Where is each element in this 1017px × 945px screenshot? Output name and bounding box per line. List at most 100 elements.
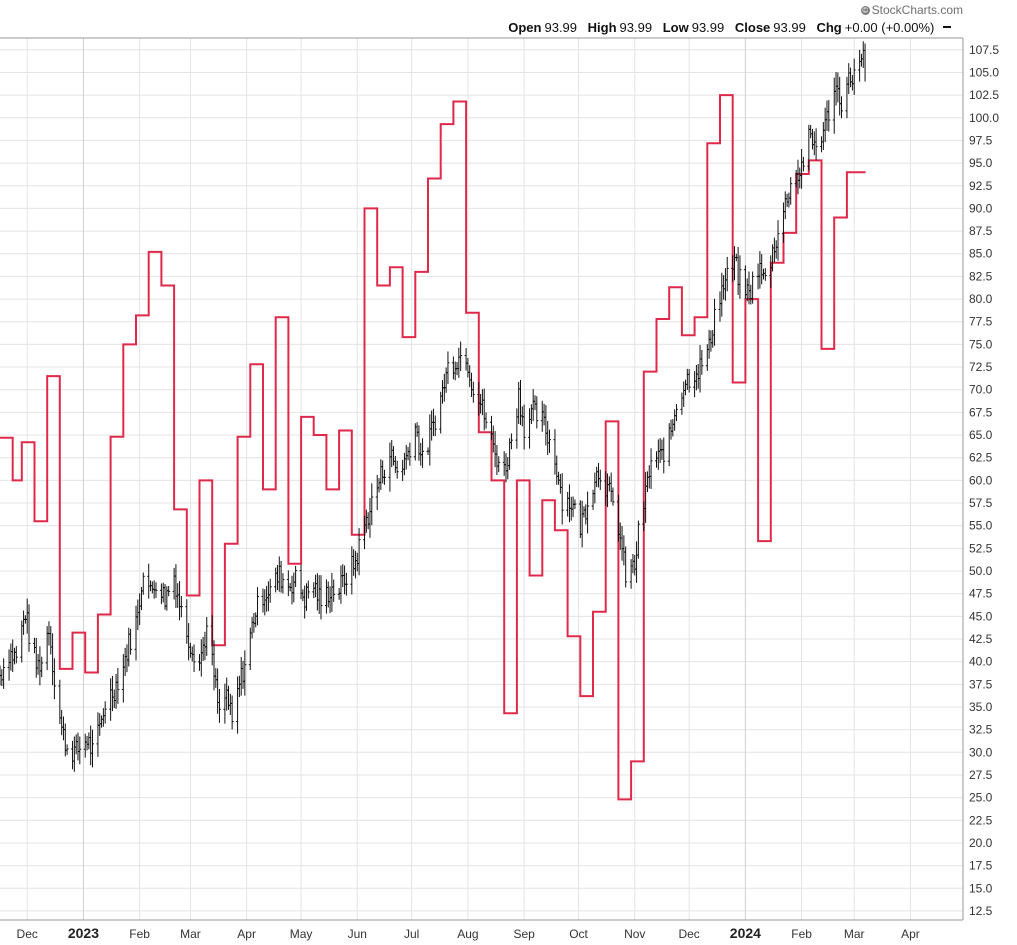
price-bar: [820, 136, 824, 153]
price-bar: [468, 365, 472, 388]
price-bar: [694, 364, 698, 391]
price-bar: [680, 392, 684, 415]
price-bar: [607, 476, 611, 492]
price-bar: [838, 76, 842, 116]
price-bar: [596, 462, 600, 488]
price-bar: [658, 438, 662, 464]
price-bar: [834, 72, 838, 106]
y-tick-label: 15.0: [969, 881, 993, 895]
price-bar: [357, 528, 361, 576]
price-bar: [531, 389, 535, 422]
low-label: Low: [662, 20, 689, 35]
price-bar: [546, 420, 550, 456]
price-bar: [723, 268, 727, 301]
y-tick-label: 42.5: [969, 632, 993, 646]
price-bar: [167, 585, 171, 597]
price-bar: [687, 369, 691, 393]
price-bar: [188, 642, 192, 658]
price-bar: [85, 735, 89, 751]
y-tick-label: 92.5: [969, 179, 993, 193]
y-tick-label: 40.0: [969, 655, 993, 669]
price-bar: [116, 667, 120, 704]
price-bar: [789, 177, 793, 205]
close-value: 93.99: [773, 20, 806, 35]
y-tick-label: 60.0: [969, 473, 993, 487]
price-bar: [713, 298, 717, 346]
price-bar: [315, 573, 319, 611]
price-bar: [529, 404, 533, 425]
price-bar: [528, 408, 532, 449]
price-bar: [655, 451, 659, 468]
price-bar: [27, 604, 31, 652]
y-tick-label: 105.0: [969, 65, 999, 79]
price-bar: [201, 636, 205, 661]
price-bar: [430, 410, 434, 441]
price-bar: [192, 644, 196, 673]
y-tick-label: 77.5: [969, 315, 993, 329]
x-tick-label: Dec: [17, 927, 38, 941]
price-bar: [451, 356, 455, 380]
price-bar: [480, 389, 484, 416]
price-bar: [738, 255, 742, 299]
price-bar: [859, 53, 863, 67]
price-bar: [566, 491, 570, 517]
price-bar: [261, 588, 265, 613]
price-bar: [279, 560, 283, 593]
price-bar: [352, 549, 356, 576]
price-bar: [230, 695, 234, 730]
price-bar: [71, 740, 75, 770]
price-bar: [98, 713, 102, 736]
price-bar: [542, 403, 546, 426]
price-bar: [593, 472, 597, 504]
price-bar: [582, 506, 586, 518]
x-tick-label: 2024: [730, 925, 761, 941]
high-value: 93.99: [619, 20, 653, 35]
y-tick-label: 57.5: [969, 496, 993, 510]
price-bar: [83, 733, 87, 758]
price-bar: [484, 412, 488, 429]
price-bar: [823, 107, 827, 143]
price-bar: [134, 605, 138, 661]
price-bar: [227, 685, 231, 710]
price-bar: [557, 471, 561, 485]
price-bar: [402, 452, 406, 476]
y-tick-label: 65.0: [969, 428, 993, 442]
price-bar: [847, 63, 851, 94]
price-bar: [38, 646, 42, 686]
price-bar: [187, 623, 191, 661]
price-bar: [63, 723, 67, 757]
price-bar: [553, 429, 557, 475]
price-bar: [611, 487, 615, 506]
price-bar: [203, 631, 207, 661]
price-bar: [65, 744, 69, 755]
price-bar: [266, 581, 270, 612]
price-bar: [268, 578, 272, 603]
price-bar: [96, 712, 100, 757]
x-tick-label: 2023: [68, 925, 99, 941]
price-bar: [154, 582, 158, 598]
price-bar: [725, 256, 729, 292]
y-tick-label: 12.5: [969, 904, 993, 918]
price-bar: [609, 472, 613, 503]
price-bar: [74, 734, 78, 755]
price-bar: [861, 41, 865, 68]
price-bar: [256, 587, 260, 626]
x-tick-label: Mar: [844, 927, 865, 941]
price-bar: [2, 658, 6, 689]
y-tick-label: 27.5: [969, 768, 993, 782]
price-bar: [809, 124, 813, 139]
y-tick-label: 97.5: [969, 133, 993, 147]
stockcharts-branding: © StockCharts.com: [860, 3, 963, 17]
price-bar: [760, 254, 764, 285]
price-bar: [812, 131, 816, 156]
price-bar: [718, 291, 722, 322]
price-bar: [114, 673, 118, 709]
price-bar: [178, 581, 182, 621]
y-tick-label: 35.0: [969, 700, 993, 714]
price-bar: [11, 639, 15, 673]
price-bar: [548, 429, 552, 453]
price-bar: [518, 379, 522, 425]
open-label: Open: [508, 20, 542, 35]
price-bar: [852, 58, 856, 95]
x-tick-label: Jul: [404, 927, 419, 941]
